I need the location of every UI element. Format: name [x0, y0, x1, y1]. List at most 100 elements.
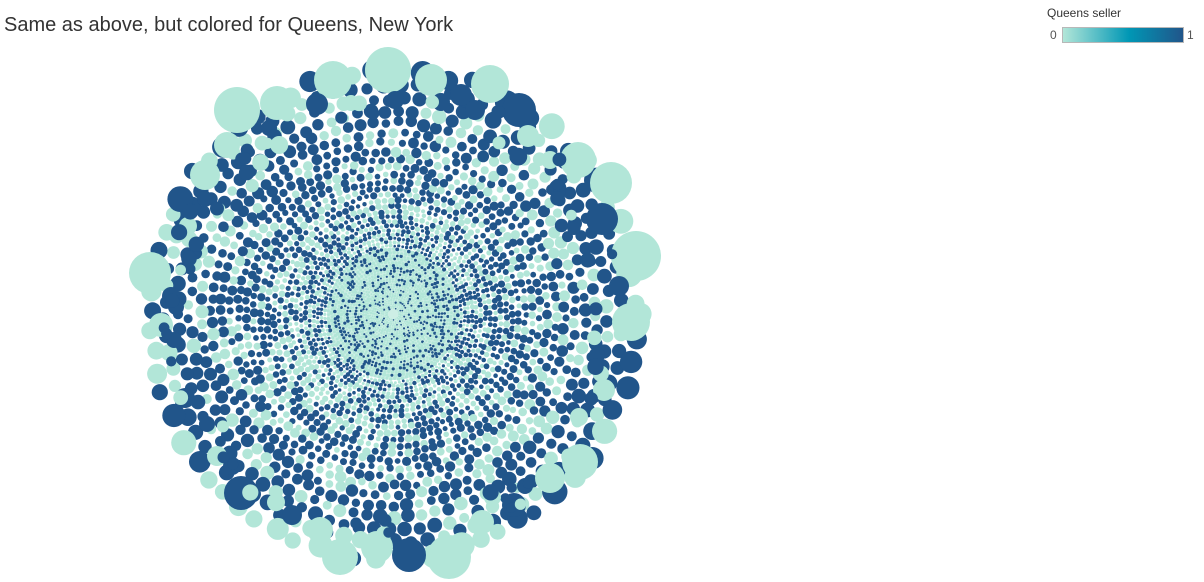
bubble-mark[interactable] [387, 299, 391, 302]
bubble-mark[interactable] [429, 122, 442, 135]
bubble-mark[interactable] [208, 340, 219, 352]
bubble-mark[interactable] [330, 413, 337, 420]
bubble-mark[interactable] [449, 307, 453, 311]
bubble-mark[interactable] [323, 433, 331, 441]
bubble-mark[interactable] [559, 290, 570, 302]
bubble-mark[interactable] [387, 383, 392, 388]
bubble-mark[interactable] [419, 189, 426, 196]
bubble-mark[interactable] [418, 321, 420, 324]
bubble-mark[interactable] [411, 306, 414, 310]
bubble-mark[interactable] [311, 212, 320, 220]
bubble-mark[interactable] [529, 247, 537, 255]
bubble-mark[interactable] [406, 323, 409, 327]
bubble-mark[interactable] [409, 364, 413, 368]
bubble-mark[interactable] [448, 318, 453, 323]
bubble-mark[interactable] [497, 307, 504, 314]
bubble-mark[interactable] [411, 147, 422, 159]
bubble-mark[interactable] [236, 188, 247, 199]
bubble-mark[interactable] [270, 172, 280, 182]
bubble-mark[interactable] [502, 307, 509, 314]
bubble-mark[interactable] [445, 300, 448, 304]
bubble-mark[interactable] [443, 431, 450, 438]
bubble-mark[interactable] [276, 349, 283, 356]
bubble-mark[interactable] [619, 350, 643, 374]
bubble-mark[interactable] [438, 266, 442, 270]
bubble-mark[interactable] [319, 307, 324, 311]
bubble-mark[interactable] [382, 279, 386, 283]
bubble-mark[interactable] [338, 382, 344, 388]
bubble-mark[interactable] [392, 339, 395, 343]
bubble-mark[interactable] [489, 416, 499, 426]
bubble-mark[interactable] [369, 366, 372, 369]
bubble-mark[interactable] [403, 252, 408, 256]
bubble-mark[interactable] [519, 361, 528, 369]
bubble-mark[interactable] [328, 353, 332, 357]
bubble-mark[interactable] [403, 311, 406, 313]
bubble-mark[interactable] [402, 327, 406, 330]
bubble-mark[interactable] [402, 363, 406, 367]
bubble-mark[interactable] [369, 314, 372, 317]
bubble-mark[interactable] [431, 307, 435, 311]
bubble-mark[interactable] [416, 486, 428, 498]
bubble-mark[interactable] [352, 328, 356, 332]
bubble-mark[interactable] [384, 237, 388, 241]
bubble-mark[interactable] [329, 375, 336, 381]
bubble-mark[interactable] [384, 327, 387, 330]
bubble-mark[interactable] [405, 179, 414, 188]
bubble-mark[interactable] [416, 288, 419, 291]
bubble-mark[interactable] [454, 297, 459, 302]
bubble-mark[interactable] [468, 377, 474, 384]
bubble-mark[interactable] [390, 307, 393, 309]
bubble-mark[interactable] [374, 310, 377, 313]
bubble-mark[interactable] [311, 284, 316, 289]
bubble-mark[interactable] [417, 278, 421, 282]
bubble-mark[interactable] [319, 355, 325, 361]
bubble-mark[interactable] [325, 178, 332, 185]
bubble-mark[interactable] [333, 313, 337, 317]
bubble-mark[interactable] [477, 355, 482, 360]
bubble-mark[interactable] [506, 372, 514, 381]
bubble-mark[interactable] [383, 308, 386, 311]
bubble-mark[interactable] [331, 343, 335, 348]
bubble-mark[interactable] [337, 196, 346, 204]
bubble-mark[interactable] [405, 429, 412, 435]
bubble-mark[interactable] [352, 395, 357, 400]
bubble-mark[interactable] [515, 399, 524, 407]
bubble-mark[interactable] [354, 246, 359, 251]
bubble-mark[interactable] [261, 278, 269, 285]
bubble-mark[interactable] [435, 224, 442, 231]
bubble-mark[interactable] [536, 264, 544, 272]
bubble-mark[interactable] [432, 409, 438, 416]
bubble-mark[interactable] [430, 233, 434, 238]
bubble-mark[interactable] [371, 249, 376, 254]
bubble-mark[interactable] [439, 400, 446, 407]
bubble-mark[interactable] [466, 276, 471, 281]
bubble-mark[interactable] [383, 357, 387, 361]
bubble-mark[interactable] [424, 261, 429, 265]
bubble-mark[interactable] [279, 369, 287, 376]
bubble-mark[interactable] [421, 273, 424, 277]
bubble-mark[interactable] [282, 505, 302, 525]
bubble-mark[interactable] [306, 251, 313, 258]
bubble-mark[interactable] [382, 287, 385, 290]
bubble-mark[interactable] [529, 197, 541, 209]
bubble-mark[interactable] [365, 308, 368, 311]
bubble-mark[interactable] [380, 334, 383, 337]
bubble-mark[interactable] [349, 337, 354, 341]
bubble-mark[interactable] [374, 285, 378, 289]
bubble-mark[interactable] [218, 221, 229, 233]
bubble-mark[interactable] [398, 352, 402, 356]
bubble-mark[interactable] [382, 323, 385, 325]
bubble-mark[interactable] [393, 358, 397, 362]
bubble-mark[interactable] [369, 311, 373, 315]
bubble-mark[interactable] [442, 252, 447, 256]
bubble-mark[interactable] [360, 365, 365, 369]
bubble-mark[interactable] [328, 261, 334, 267]
bubble-mark[interactable] [207, 327, 220, 341]
bubble-mark[interactable] [420, 346, 425, 351]
bubble-mark[interactable] [314, 250, 319, 255]
bubble-mark[interactable] [366, 339, 370, 343]
bubble-mark[interactable] [360, 306, 364, 310]
bubble-mark[interactable] [301, 191, 310, 200]
bubble-mark[interactable] [401, 319, 404, 322]
